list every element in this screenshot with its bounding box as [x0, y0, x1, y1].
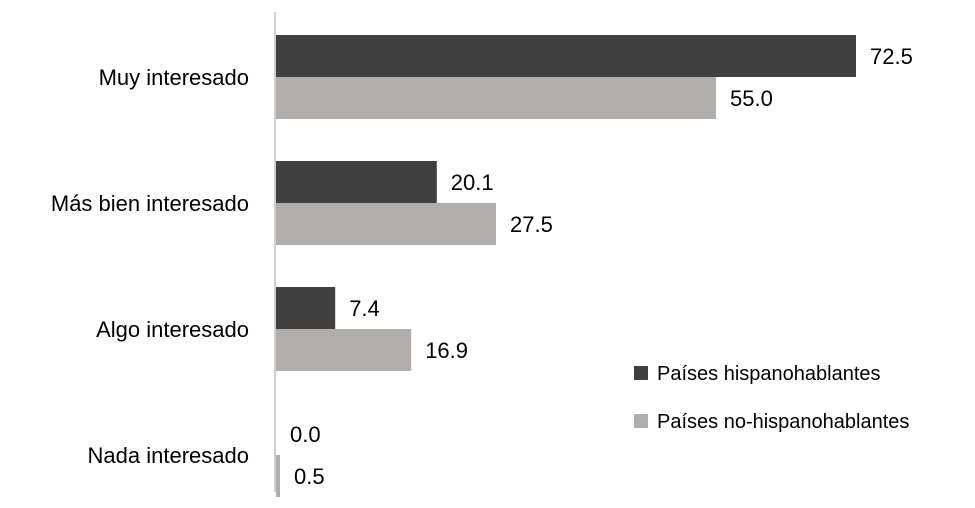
- category-label: Nada interesado: [88, 443, 249, 468]
- bar-hispanohablantes: [276, 35, 856, 77]
- category-label: Muy interesado: [99, 65, 249, 90]
- bar-no-hispanohablantes: [276, 203, 496, 245]
- bar-no-hispanohablantes: [276, 329, 412, 371]
- data-label: 0.0: [290, 422, 321, 447]
- category-label: Algo interesado: [96, 317, 249, 342]
- legend-label: Países no-hispanohablantes: [657, 411, 909, 433]
- bar-no-hispanohablantes: [276, 455, 280, 497]
- bar-no-hispanohablantes: [276, 77, 716, 119]
- bar-hispanohablantes: [276, 287, 336, 329]
- bar-hispanohablantes: [276, 161, 437, 203]
- category-labels: Muy interesado Más bien interesado Algo in…: [51, 65, 249, 468]
- data-label: 27.5: [510, 212, 553, 237]
- data-label: 55.0: [730, 86, 773, 111]
- legend-label: Países hispanohablantes: [657, 363, 881, 385]
- data-label: 7.4: [349, 296, 380, 321]
- data-label: 20.1: [451, 170, 494, 195]
- data-label: 72.5: [870, 44, 913, 69]
- data-label: 16.9: [425, 338, 468, 363]
- legend: Países hispanohablantes Países no-hispano…: [634, 363, 909, 433]
- category-label: Más bien interesado: [51, 191, 249, 216]
- data-label: 0.5: [294, 464, 325, 489]
- legend-swatch: [634, 366, 648, 380]
- value-labels: 72.5 55.0 20.1 27.5 7.4 16.9 0.0 0.5: [290, 44, 913, 489]
- legend-swatch: [634, 414, 648, 428]
- bars-group: [276, 35, 856, 497]
